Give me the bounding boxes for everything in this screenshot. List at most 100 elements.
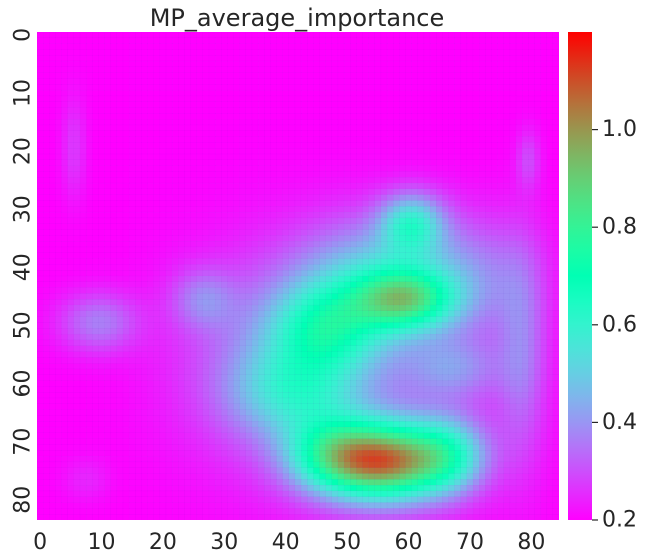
- heatmap-cell: [294, 60, 302, 68]
- heatmap-cell: [436, 142, 443, 149]
- heatmap-cell: [184, 235, 191, 242]
- heatmap-cell: [208, 322, 216, 329]
- heatmap-cell: [331, 60, 339, 68]
- heatmap-cell: [374, 130, 382, 138]
- heatmap-cell: [300, 264, 308, 271]
- heatmap-cell: [405, 84, 413, 91]
- heatmap-cell: [227, 345, 234, 352]
- heatmap-cell: [522, 182, 529, 190]
- heatmap-cell: [270, 345, 277, 352]
- heatmap-cell: [49, 113, 56, 120]
- heatmap-cell: [448, 194, 456, 201]
- heatmap-cell: [436, 270, 443, 277]
- heatmap-cell: [202, 328, 210, 335]
- heatmap-cell: [442, 229, 449, 236]
- heatmap-cell: [546, 188, 554, 196]
- heatmap-cell: [85, 351, 93, 358]
- heatmap-cell: [540, 287, 548, 294]
- heatmap-cell: [399, 362, 406, 370]
- heatmap-cell: [460, 304, 468, 312]
- heatmap-cell: [159, 43, 167, 50]
- heatmap-cell: [171, 188, 179, 196]
- heatmap-cell: [128, 310, 136, 318]
- heatmap-cell: [417, 240, 425, 248]
- heatmap-cell: [196, 165, 204, 172]
- heatmap-cell: [128, 229, 136, 236]
- heatmap-cell: [479, 351, 486, 358]
- heatmap-cell: [245, 333, 253, 341]
- heatmap-cell: [479, 211, 486, 219]
- heatmap-cell: [79, 55, 87, 62]
- heatmap-cell: [178, 66, 185, 74]
- heatmap-cell: [116, 235, 124, 242]
- heatmap-cell: [374, 293, 382, 300]
- heatmap-cell: [73, 171, 81, 178]
- heatmap-cell: [534, 316, 542, 323]
- heatmap-cell: [37, 345, 44, 352]
- heatmap-cell: [196, 32, 204, 39]
- heatmap-cell: [448, 148, 456, 155]
- heatmap-cell: [368, 84, 376, 91]
- heatmap-cell: [313, 72, 320, 79]
- heatmap-cell: [190, 293, 198, 300]
- heatmap-cell: [233, 368, 241, 376]
- heatmap-cell: [227, 322, 234, 329]
- heatmap-cell: [98, 310, 106, 318]
- heatmap-cell: [221, 153, 228, 161]
- heatmap-cell: [417, 188, 425, 196]
- heatmap-cell: [288, 130, 296, 138]
- heatmap-cell: [534, 95, 542, 103]
- heatmap-cell: [399, 223, 406, 230]
- heatmap-cell: [159, 136, 167, 143]
- heatmap-cell: [528, 148, 535, 155]
- heatmap-cell: [233, 124, 241, 132]
- heatmap-cell: [503, 136, 511, 143]
- heatmap-cell: [128, 72, 136, 79]
- heatmap-cell: [552, 136, 559, 143]
- heatmap-cell: [282, 322, 290, 329]
- heatmap-cell: [282, 153, 290, 161]
- heatmap-cell: [221, 304, 228, 312]
- heatmap-cell: [368, 165, 376, 172]
- heatmap-cell: [368, 101, 376, 108]
- heatmap-cell: [141, 153, 148, 161]
- heatmap-cell: [214, 55, 222, 62]
- heatmap-cell: [257, 148, 265, 155]
- heatmap-cell: [171, 345, 179, 352]
- heatmap-cell: [178, 153, 185, 161]
- heatmap-cell: [116, 304, 124, 312]
- heatmap-cell: [307, 89, 314, 97]
- heatmap-cell: [92, 293, 99, 300]
- heatmap-cell: [288, 118, 296, 126]
- heatmap-cell: [448, 217, 456, 225]
- heatmap-cell: [221, 66, 228, 74]
- heatmap-cell: [552, 275, 559, 283]
- heatmap-cell: [294, 182, 302, 190]
- heatmap-cell: [356, 84, 363, 91]
- heatmap-cell: [128, 357, 136, 364]
- heatmap-cell: [436, 148, 443, 155]
- heatmap-cell: [552, 49, 559, 56]
- heatmap-cell: [307, 206, 314, 213]
- heatmap-cell: [386, 351, 394, 358]
- heatmap-cell: [251, 130, 259, 138]
- heatmap-cell: [264, 78, 271, 85]
- heatmap-cell: [92, 55, 99, 62]
- heatmap-cell: [282, 32, 290, 39]
- heatmap-cell: [546, 142, 554, 149]
- heatmap-cell: [350, 304, 357, 312]
- heatmap-cell: [276, 159, 284, 167]
- heatmap-cell: [153, 107, 161, 114]
- heatmap-cell: [522, 264, 529, 271]
- heatmap-cell: [79, 182, 87, 190]
- heatmap-cell: [399, 281, 406, 289]
- heatmap-cell: [485, 362, 492, 370]
- heatmap-cell: [362, 362, 370, 370]
- heatmap-cell: [245, 328, 253, 335]
- heatmap-cell: [37, 130, 44, 138]
- heatmap-cell: [417, 275, 425, 283]
- heatmap-cell: [61, 89, 69, 97]
- heatmap-cell: [479, 101, 486, 108]
- heatmap-cell: [42, 362, 50, 370]
- heatmap-cell: [264, 66, 271, 74]
